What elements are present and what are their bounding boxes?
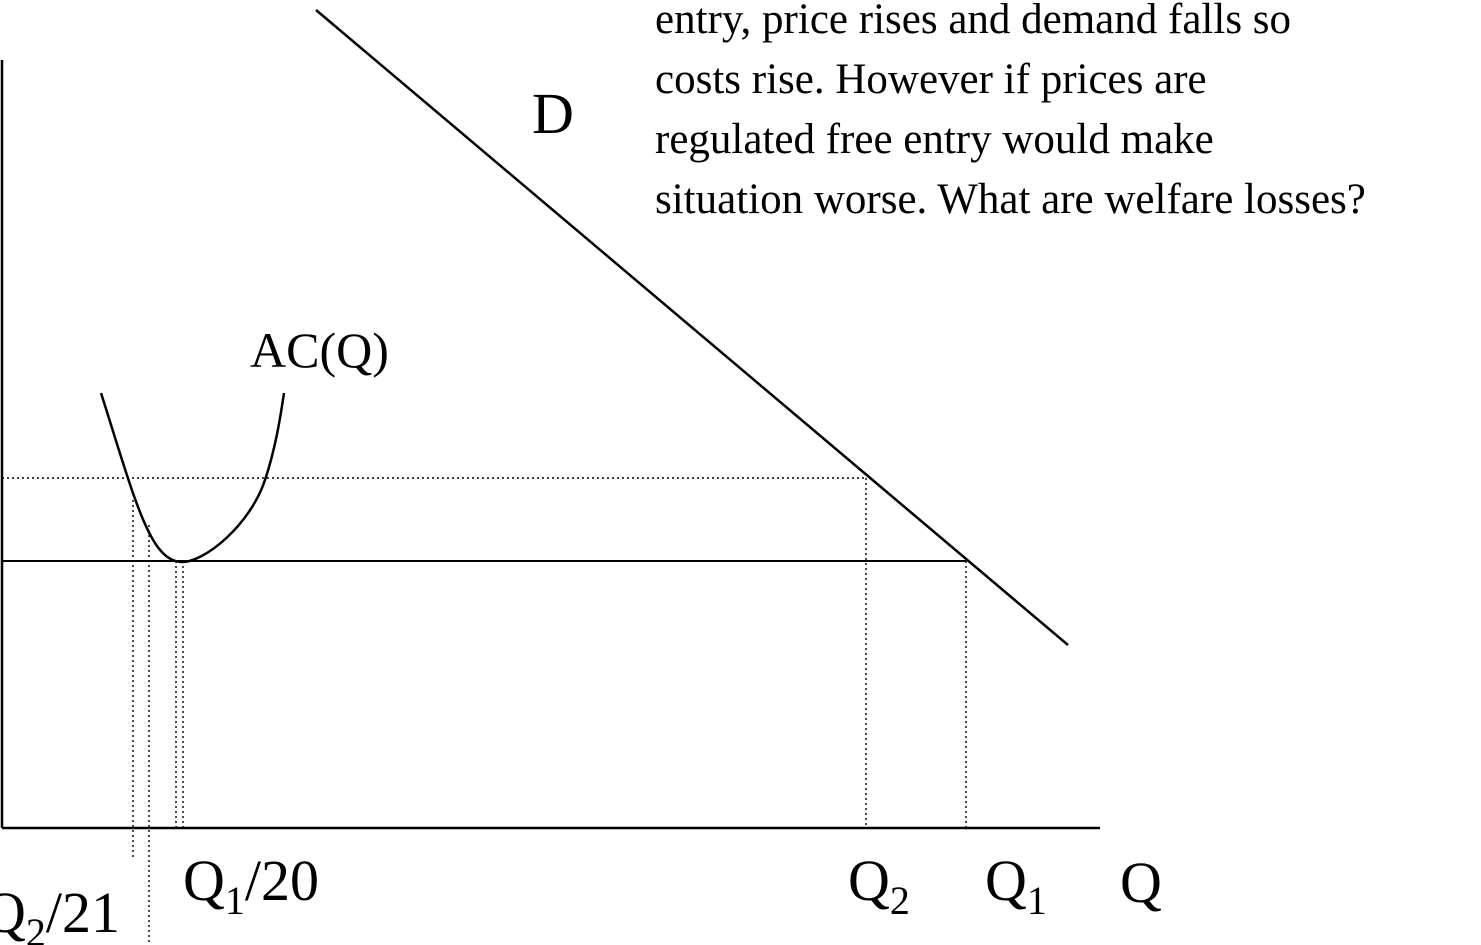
q2-over-21-rest: /21 xyxy=(46,880,120,945)
demand-label: D xyxy=(532,81,574,146)
q1-over-20-base: Q xyxy=(183,848,225,913)
q-axis-label: Q xyxy=(1120,850,1162,915)
demand-curve xyxy=(316,10,1068,645)
q2-over-21-base: Q xyxy=(0,880,26,945)
average-cost-label: AC(Q) xyxy=(250,322,389,378)
q2-label-base: Q xyxy=(848,848,890,913)
q2-label: Q2 xyxy=(848,848,910,923)
q1-label: Q1 xyxy=(985,848,1047,923)
q1-over-20-label: Q1/20 xyxy=(183,848,319,923)
q1-over-20-sub: 1 xyxy=(225,878,245,923)
q1-label-base: Q xyxy=(985,848,1027,913)
q2-over-21-sub: 2 xyxy=(26,910,46,945)
q2-over-21-label: Q2/21 xyxy=(0,880,120,945)
q1-over-20-rest: /20 xyxy=(245,848,319,913)
q1-label-sub: 1 xyxy=(1027,878,1047,923)
q2-label-sub: 2 xyxy=(890,878,910,923)
